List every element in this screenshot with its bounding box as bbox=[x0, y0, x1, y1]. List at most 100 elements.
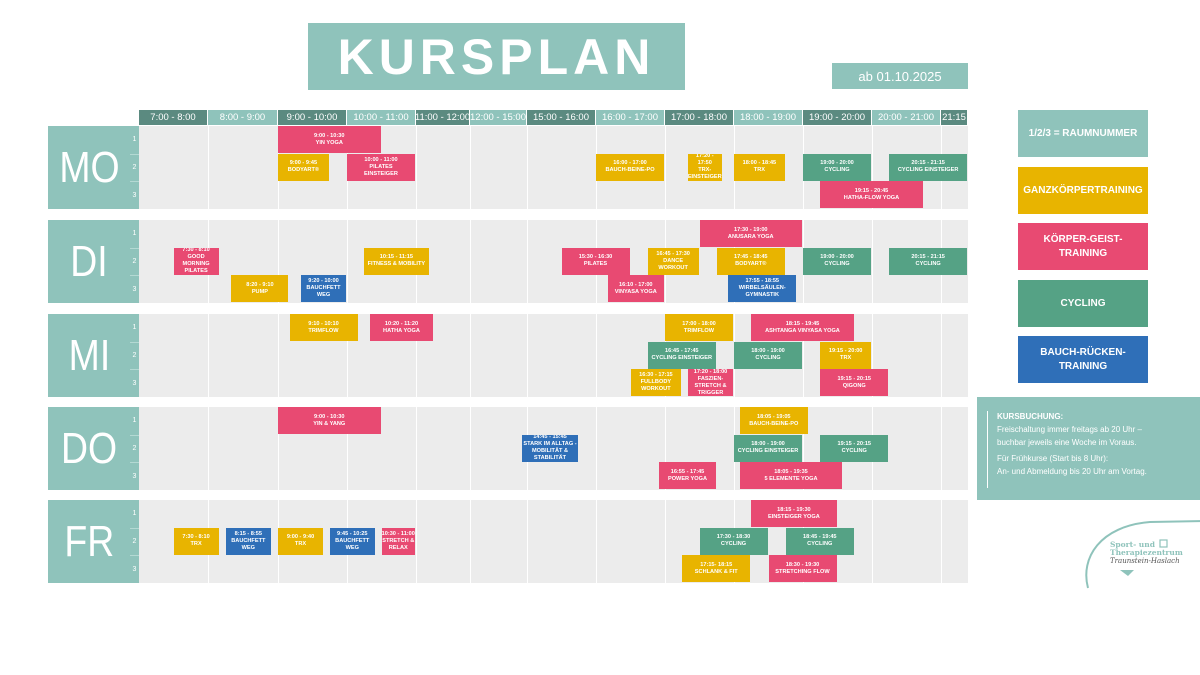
grid-line bbox=[278, 314, 279, 397]
grid-line bbox=[872, 500, 873, 583]
course-block[interactable]: 10:00 - 11:00 PILATES EINSTEIGER bbox=[347, 153, 415, 181]
time-column-header: 9:00 - 10:00 bbox=[278, 110, 346, 125]
grid-line bbox=[596, 407, 597, 490]
course-time: 14:45 - 15:45 bbox=[533, 434, 567, 441]
course-block[interactable]: 18:45 - 19:45 CYCLING bbox=[785, 527, 854, 555]
room-number: 1 bbox=[132, 417, 137, 424]
course-block[interactable]: 8:15 - 8:55 BAUCHFETT WEG bbox=[225, 527, 272, 555]
course-block[interactable]: 14:45 - 15:45 STARK IM ALLTAG - MOBILITÄT… bbox=[522, 434, 578, 462]
course-block[interactable]: 18:05 - 19:05 BAUCH-BEINE-PO bbox=[739, 407, 808, 434]
day-label: MO bbox=[48, 126, 130, 209]
course-block[interactable]: 10:15 - 11:15 FITNESS & MOBILITY bbox=[364, 247, 429, 275]
course-block[interactable]: 19:15 - 20:45 HATHA-FLOW YOGA bbox=[820, 181, 923, 209]
course-block[interactable]: 9:45 - 10:25 BAUCHFETT WEG bbox=[329, 527, 375, 555]
course-block[interactable]: 17:15- 18:15 SCHLANK & FIT bbox=[682, 555, 751, 583]
course-name: POWER YOGA bbox=[667, 475, 708, 482]
day-mo: MO 1 2 3 9:00 - 10:30 YIN YOGA 9:00 - 9:45 BODY… bbox=[48, 126, 968, 209]
grid-line bbox=[347, 407, 348, 490]
course-block[interactable]: 18:30 - 19:30 STRETCHING FLOW bbox=[768, 555, 837, 583]
info-heading: KURSBUCHUNG: bbox=[997, 412, 1064, 421]
course-block[interactable]: 19:00 - 20:00 CYCLING bbox=[803, 247, 871, 275]
course-block[interactable]: 16:45 - 17:45 CYCLING EINSTEIGER bbox=[647, 341, 716, 369]
course-name: YIN YOGA bbox=[315, 139, 343, 146]
grid-line bbox=[470, 220, 471, 303]
course-block[interactable]: 18:00 - 19:00 CYCLING bbox=[734, 341, 802, 369]
course-block[interactable]: 17:00 - 18:00 TRIMFLOW bbox=[665, 314, 733, 341]
time-column-header: 10:00 - 11:00 bbox=[347, 110, 415, 125]
course-name: BAUCH-BEINE-PO bbox=[749, 420, 799, 427]
course-block[interactable]: 18:05 - 19:35 5 ELEMENTE YOGA bbox=[739, 462, 843, 490]
course-block[interactable]: 17:20 - 18:00 FASZIEN- STRETCH & TRIGGER bbox=[688, 369, 733, 397]
course-time: 19:15 - 20:15 bbox=[837, 375, 872, 382]
valid-from-badge: ab 01.10.2025 bbox=[832, 63, 968, 89]
legend-item: GANZKÖRPERTRAINING bbox=[1018, 167, 1148, 214]
course-block[interactable]: 17:45 - 18:45 BODYART® bbox=[716, 247, 785, 275]
course-block[interactable]: 9:20 - 10:00 BAUCHFETT WEG bbox=[301, 275, 346, 303]
room-number: 1 bbox=[132, 324, 137, 331]
course-block[interactable]: 19:15 - 20:15 CYCLING bbox=[820, 434, 889, 462]
course-block[interactable]: 15:30 - 16:30 PILATES bbox=[561, 247, 630, 275]
course-time: 9:45 - 10:25 bbox=[337, 530, 368, 537]
grid-line bbox=[470, 314, 471, 397]
grid-line bbox=[527, 500, 528, 583]
day-label-text: MI bbox=[68, 330, 110, 380]
course-block[interactable]: 8:20 - 9:10 PUMP bbox=[231, 275, 289, 303]
course-name: FASZIEN- STRETCH & TRIGGER bbox=[694, 375, 727, 396]
course-block[interactable]: 9:00 - 10:30 YIN YOGA bbox=[278, 126, 381, 153]
grid-line bbox=[803, 407, 804, 490]
course-block[interactable]: 7:30 - 8:10 GOOD MORNING PILATES bbox=[173, 247, 219, 275]
legend-item: BAUCH-RÜCKEN- TRAINING bbox=[1018, 336, 1148, 383]
legend-item: KÖRPER-GEIST- TRAINING bbox=[1018, 223, 1148, 270]
course-block[interactable]: 16:10 - 17:00 VINYASA YOGA bbox=[607, 275, 664, 303]
course-time: 16:55 - 17:45 bbox=[670, 468, 705, 475]
course-name: YIN & YANG bbox=[313, 420, 346, 427]
course-block[interactable]: 17:30 - 18:30 CYCLING bbox=[699, 527, 768, 555]
course-name: BODYART® bbox=[287, 167, 319, 174]
course-name: TRX bbox=[190, 541, 202, 548]
course-block[interactable]: 18:15 - 19:30 EINSTEIGER YOGA bbox=[751, 500, 837, 527]
course-block[interactable]: 7:30 - 8:10 TRX bbox=[173, 527, 219, 555]
course-name: BAUCHFETT WEG bbox=[306, 285, 341, 299]
course-block[interactable]: 17:55 - 18:55 WIRBELSÄULEN- GYMNASTIK bbox=[728, 275, 797, 303]
grid-line bbox=[278, 220, 279, 303]
course-time: 19:00 - 20:00 bbox=[820, 254, 854, 261]
grid-line bbox=[872, 314, 873, 397]
course-block[interactable]: 20:15 - 21:15 CYCLING bbox=[889, 247, 967, 275]
time-column-header: 16:00 - 17:00 bbox=[596, 110, 664, 125]
course-block[interactable]: 9:00 - 10:30 YIN & YANG bbox=[278, 407, 381, 434]
grid-line bbox=[347, 220, 348, 303]
course-block[interactable]: 17:30 - 19:00 ANUSARA YOGA bbox=[699, 220, 802, 247]
course-block[interactable]: 18:00 - 19:00 CYCLING EINSTEIGER bbox=[734, 434, 802, 462]
course-time: 16:45 - 17:30 bbox=[656, 250, 690, 257]
course-block[interactable]: 19:00 - 20:00 CYCLING bbox=[803, 153, 871, 181]
logo-text: Sport- und bbox=[1110, 540, 1155, 549]
course-block[interactable]: 19:15 - 20:00 TRX bbox=[820, 341, 871, 369]
grid-line bbox=[665, 126, 666, 209]
time-column-header: 21:15 bbox=[941, 110, 967, 125]
course-name: TRX bbox=[753, 167, 765, 174]
room-number: 3 bbox=[130, 555, 139, 582]
course-block[interactable]: 16:00 - 17:00 BAUCH-BEINE-PO bbox=[596, 153, 664, 181]
course-name: TRX bbox=[294, 541, 307, 548]
room-number: 3 bbox=[130, 181, 139, 208]
course-name: SCHLANK & FIT bbox=[694, 568, 738, 575]
course-block[interactable]: 9:00 - 9:45 BODYART® bbox=[278, 153, 329, 181]
course-name: CYCLING bbox=[824, 261, 850, 268]
course-block[interactable]: 10:30 - 11:00 STRETCH & RELAX bbox=[381, 527, 415, 555]
course-block[interactable]: 18:00 - 18:45 TRX bbox=[734, 153, 785, 181]
course-block[interactable]: 10:20 - 11:20 HATHA YOGA bbox=[370, 314, 433, 341]
course-block[interactable]: 16:30 - 17:15 FULLBODY WORKOUT bbox=[630, 369, 682, 397]
course-block[interactable]: 17:20 - 17:50 TRX- EINSTEIGER bbox=[688, 153, 722, 181]
grid-line bbox=[416, 407, 417, 490]
course-block[interactable]: 9:10 - 10:10 TRIMFLOW bbox=[289, 314, 358, 341]
course-block[interactable]: 20:15 - 21:15 CYCLING EINSTEIGER bbox=[889, 153, 967, 181]
course-block[interactable]: 16:45 - 17:30 DANCE WORKOUT bbox=[647, 247, 699, 275]
course-block[interactable]: 18:15 - 19:45 ASHTANGA VINYASA YOGA bbox=[751, 314, 854, 341]
course-block[interactable]: 16:55 - 17:45 POWER YOGA bbox=[659, 462, 716, 490]
day-fr: FR 1 2 3 7:30 - 8:10 TRX 8:15 - 8:55 BAUCHFETT … bbox=[48, 500, 968, 583]
course-block[interactable]: 19:15 - 20:15 QIGONG bbox=[820, 369, 889, 397]
course-block[interactable]: 9:00 - 9:40 TRX bbox=[278, 527, 323, 555]
time-column-header: 15:00 - 16:00 bbox=[527, 110, 595, 125]
grid-line bbox=[527, 220, 528, 303]
day-label: FR bbox=[48, 500, 130, 583]
